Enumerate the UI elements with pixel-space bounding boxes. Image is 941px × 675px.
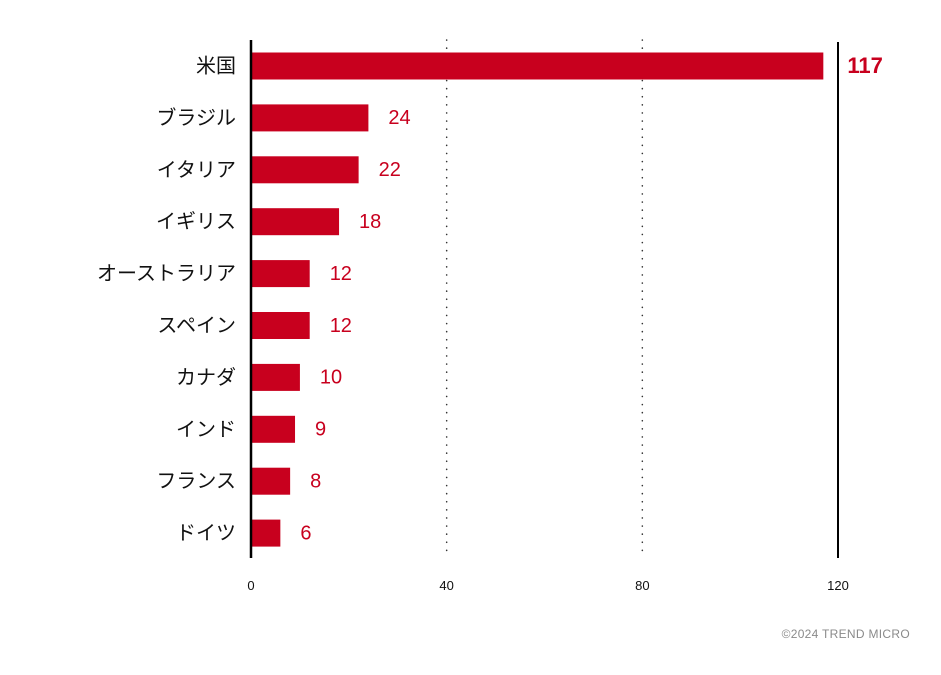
category-label: イタリア — [157, 157, 236, 181]
bar — [251, 363, 300, 391]
bar — [251, 52, 824, 80]
bar — [251, 208, 340, 236]
category-label: インド — [176, 417, 236, 441]
x-tick-label: 40 — [439, 578, 453, 593]
bar — [251, 519, 281, 547]
category-label: ブラジル — [156, 105, 236, 129]
value-label: 117 — [847, 53, 883, 78]
category-label: ドイツ — [176, 521, 236, 545]
bar — [251, 260, 310, 288]
bar — [251, 467, 291, 495]
copyright-text: ©2024 TREND MICRO — [781, 627, 910, 641]
value-label: 12 — [330, 315, 352, 337]
category-label: フランス — [156, 469, 236, 493]
bar — [251, 312, 310, 339]
category-label: カナダ — [176, 365, 236, 389]
value-label: 22 — [379, 159, 401, 181]
bar — [251, 156, 359, 184]
x-tick-label: 0 — [247, 578, 254, 593]
value-label: 10 — [320, 367, 342, 389]
value-label: 18 — [359, 211, 381, 233]
value-label: 9 — [315, 419, 326, 441]
x-tick-label: 120 — [827, 578, 849, 593]
category-label: オーストラリア — [97, 261, 236, 285]
value-label: 24 — [388, 107, 410, 129]
value-label: 6 — [300, 522, 311, 544]
x-tick-label: 80 — [635, 578, 649, 593]
bar — [251, 104, 369, 132]
category-label: 米国 — [196, 54, 236, 78]
value-label: 12 — [330, 263, 352, 285]
category-label: スペイン — [157, 313, 236, 337]
category-label: イギリス — [156, 209, 236, 233]
bar — [251, 415, 296, 443]
value-label: 8 — [310, 470, 321, 492]
